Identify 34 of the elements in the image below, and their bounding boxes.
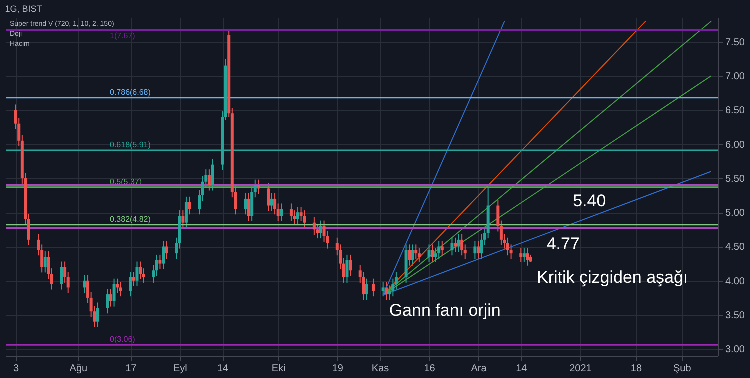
ref-line-label: 0(3.06) xyxy=(110,335,136,344)
x-tick-label: 2021 xyxy=(570,364,592,374)
x-tick-label: 16 xyxy=(424,364,436,374)
x-tick-label: Ara xyxy=(471,364,488,374)
x-tick-label: Eyl xyxy=(173,364,188,374)
ref-line-label: 0.618(5.91) xyxy=(110,140,152,150)
annotation: Gann fanı orjin xyxy=(389,301,501,320)
x-tick-label: 17 xyxy=(126,364,138,374)
x-tick-label: Kas xyxy=(372,364,390,374)
annotation: 4.77 xyxy=(546,234,580,254)
x-tick-label: Eki xyxy=(272,364,286,374)
y-tick-label: 6.00 xyxy=(726,140,746,151)
x-tick-label: Şub xyxy=(674,364,692,374)
y-tick-label: 7.50 xyxy=(726,37,746,48)
ref-line-label: 0.786(6.68) xyxy=(110,88,152,97)
y-tick-label: 4.50 xyxy=(726,242,746,254)
x-tick-label: 19 xyxy=(332,364,344,374)
chart-title: 1G, BIST xyxy=(5,4,43,14)
x-tick-label: 14 xyxy=(217,364,230,374)
annotation: 5.40 xyxy=(573,191,606,210)
ref-line-label: 1(7.67) xyxy=(110,31,136,40)
x-tick-label: 14 xyxy=(516,364,528,374)
y-tick-label: 7.00 xyxy=(726,72,746,83)
y-tick-label: 5.50 xyxy=(726,174,746,185)
x-tick-label: 3 xyxy=(14,364,20,374)
x-tick-label: 18 xyxy=(630,364,642,374)
y-tick-label: 6.50 xyxy=(726,106,746,117)
y-tick-label: 5.00 xyxy=(726,208,746,220)
ref-line-label: 0.382(4.82) xyxy=(110,214,152,224)
annotation: Kritik çizgiden aşağı xyxy=(536,268,688,287)
y-tick-label: 3.50 xyxy=(726,310,746,322)
y-tick-label: 4.00 xyxy=(726,276,746,288)
x-tick-label: Ağu xyxy=(70,364,88,374)
y-tick-label: 3.00 xyxy=(726,344,746,356)
